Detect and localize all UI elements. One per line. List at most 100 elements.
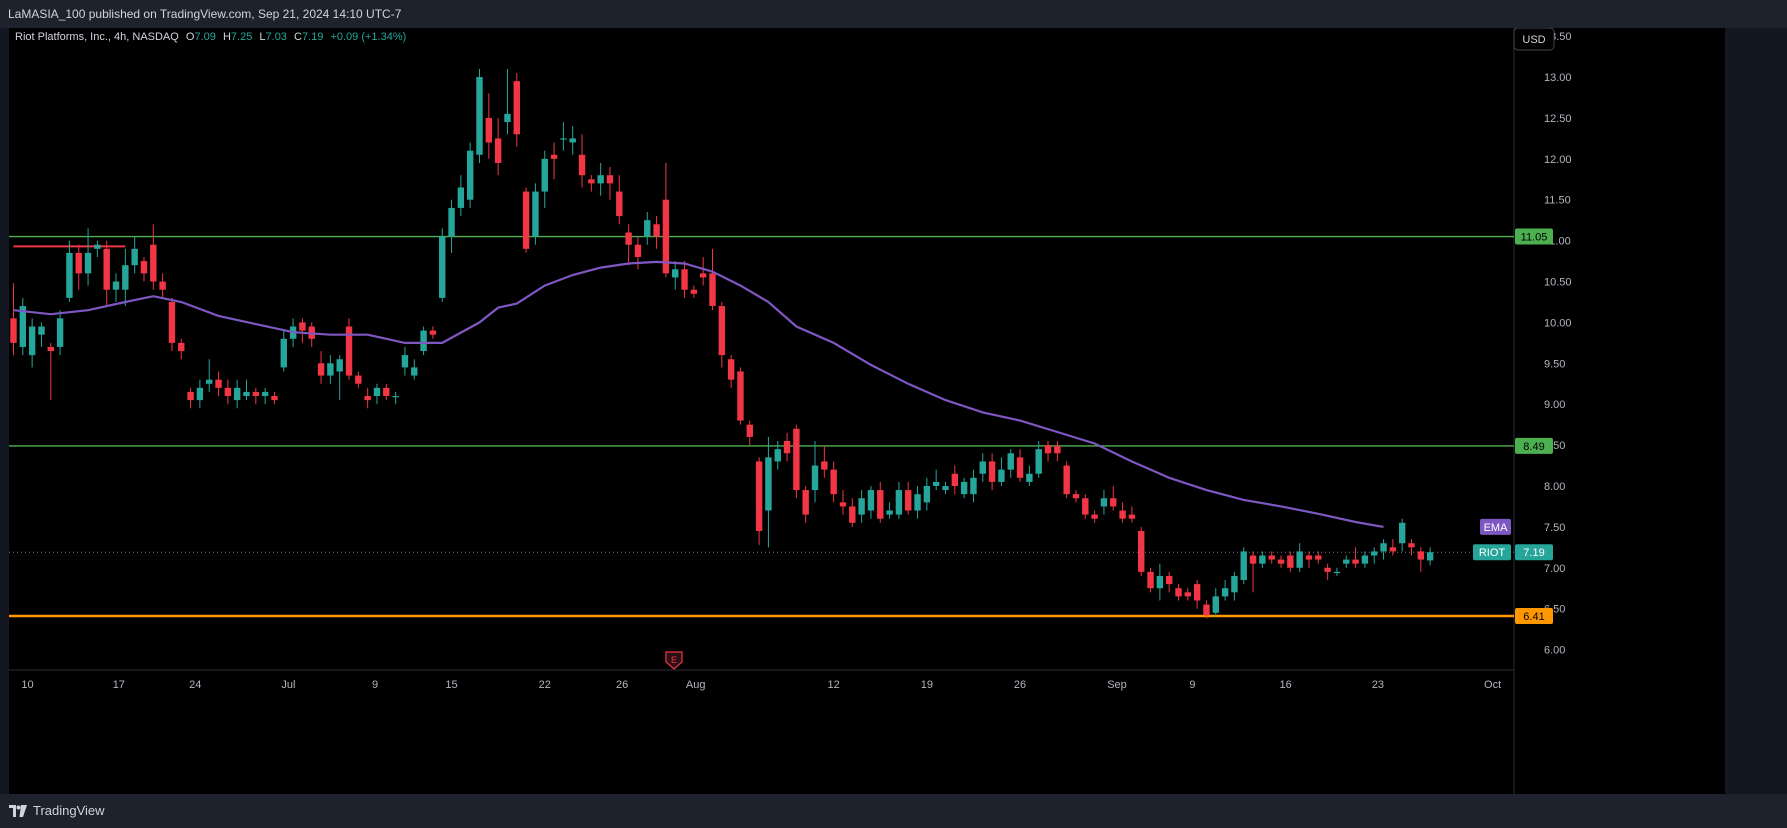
candle-body: [1277, 559, 1285, 564]
candle-body: [178, 342, 185, 352]
candle-body: [206, 379, 213, 384]
candle-body: [1119, 510, 1126, 519]
time-tick-label: 10: [21, 679, 33, 691]
candle-body: [94, 244, 101, 249]
ema-layer: [13, 260, 1384, 528]
candlestick-chart[interactable]: 13.5013.0012.5012.0011.5011.0010.5010.00…: [9, 27, 1725, 794]
candle-body: [1305, 555, 1313, 560]
candle-body: [122, 265, 129, 290]
price-tick-label: 10.00: [1544, 317, 1572, 329]
candle-body: [1240, 551, 1247, 581]
earnings-label: E: [671, 655, 677, 665]
price-line-badge: [1515, 437, 1553, 454]
candle-body: [28, 326, 36, 356]
currency-button[interactable]: USD: [1513, 27, 1555, 51]
chart-pane[interactable]: 13.50 13.00 12.50 12.00 11.50 11.00 10.50 10.00…: [9, 27, 1725, 794]
candle-body: [47, 346, 54, 352]
candle-body: [1007, 453, 1014, 470]
price-line-label: 6.41: [1523, 611, 1544, 623]
candle-body: [373, 387, 381, 397]
candle-body: [970, 477, 977, 495]
tradingview-icon: [9, 804, 27, 817]
candle-body: [597, 175, 604, 184]
legend-low-label: L: [259, 31, 265, 43]
candle-body: [168, 301, 176, 343]
candle-body: [38, 326, 45, 335]
legend-close-label: C: [294, 31, 302, 43]
candle-body: [895, 490, 903, 515]
tradingview-logo[interactable]: TradingView: [9, 803, 105, 818]
candle-body: [1212, 596, 1219, 613]
candle-body: [569, 138, 576, 143]
candle-body: [196, 387, 204, 401]
series-name-badge: [1473, 544, 1511, 561]
price-line-badge: [1515, 608, 1553, 625]
earnings-marker[interactable]: E: [665, 651, 683, 670]
candle-body: [718, 306, 726, 356]
candle-body: [942, 485, 949, 491]
candle-body: [1324, 567, 1331, 572]
price-tick-label: 10.50: [1544, 277, 1572, 289]
currency-button-label: USD: [1522, 34, 1545, 46]
candle-body: [923, 485, 931, 503]
candle-body: [494, 138, 502, 163]
horizontal-lines: [9, 235, 1514, 618]
candle-body: [1315, 555, 1322, 560]
candle-body: [1296, 551, 1303, 568]
candle-body: [588, 179, 595, 184]
candle-body: [252, 391, 260, 397]
time-tick-label: Oct: [1484, 679, 1501, 691]
candle-body: [1082, 498, 1089, 515]
time-tick-label: Jul: [281, 679, 295, 691]
candle-body: [457, 187, 465, 208]
candle-body: [224, 387, 232, 397]
candle-body: [150, 244, 157, 282]
price-tick-label: 7.00: [1544, 563, 1565, 575]
publish-info: LaMASIA_100 published on TradingView.com…: [8, 7, 402, 21]
candle-body: [1035, 449, 1042, 474]
price-tick-label: 8.00: [1544, 481, 1565, 493]
candle-body: [1072, 494, 1080, 499]
candle-body: [830, 469, 837, 495]
candle-body: [1193, 584, 1201, 601]
legend-high: 7.25: [231, 31, 252, 43]
candle-body: [1044, 445, 1052, 454]
candle-body: [1128, 514, 1136, 519]
candle-body: [243, 391, 250, 397]
candle-body: [1231, 575, 1238, 593]
candle-body: [392, 396, 399, 398]
price-labels: 11.05 8.49 6.41 EMA RIOT 7.19: [1473, 228, 1553, 625]
candle-body: [802, 490, 809, 515]
candle-body: [1268, 555, 1275, 560]
last-price-badge: [1515, 544, 1553, 561]
candle-body: [1054, 445, 1061, 454]
svg-text:Riot Platforms, Inc., 4h, NASD: Riot Platforms, Inc., 4h, NASDAQ O7.09 H…: [15, 31, 406, 43]
legend-low: 7.03: [266, 31, 287, 43]
candle-body: [849, 506, 856, 523]
candle-body: [1175, 588, 1182, 597]
time-tick-label: 12: [828, 679, 840, 691]
tradingview-brand: TradingView: [33, 803, 105, 818]
series-name-label: RIOT: [1479, 547, 1506, 559]
candle-body: [448, 207, 455, 237]
candle-body: [877, 490, 884, 519]
candle-body: [140, 261, 148, 274]
candle-body: [746, 424, 753, 437]
candle-body: [317, 363, 325, 376]
price-line-label: 8.49: [1523, 441, 1544, 453]
candle-body: [765, 457, 772, 511]
candle-body: [233, 387, 241, 401]
candle-body: [355, 375, 362, 384]
candle-body: [336, 359, 343, 372]
series-name-badge: [1480, 518, 1511, 535]
candle-body: [644, 220, 651, 237]
time-tick-label: 26: [1014, 679, 1026, 691]
candle-body: [280, 338, 287, 368]
candle-body: [1426, 552, 1434, 561]
candle-body: [112, 281, 120, 290]
candle-body: [1165, 575, 1173, 585]
candle-body: [821, 461, 828, 470]
candle-body: [793, 428, 800, 491]
candle-body: [299, 322, 306, 331]
candle-body: [1389, 547, 1397, 552]
